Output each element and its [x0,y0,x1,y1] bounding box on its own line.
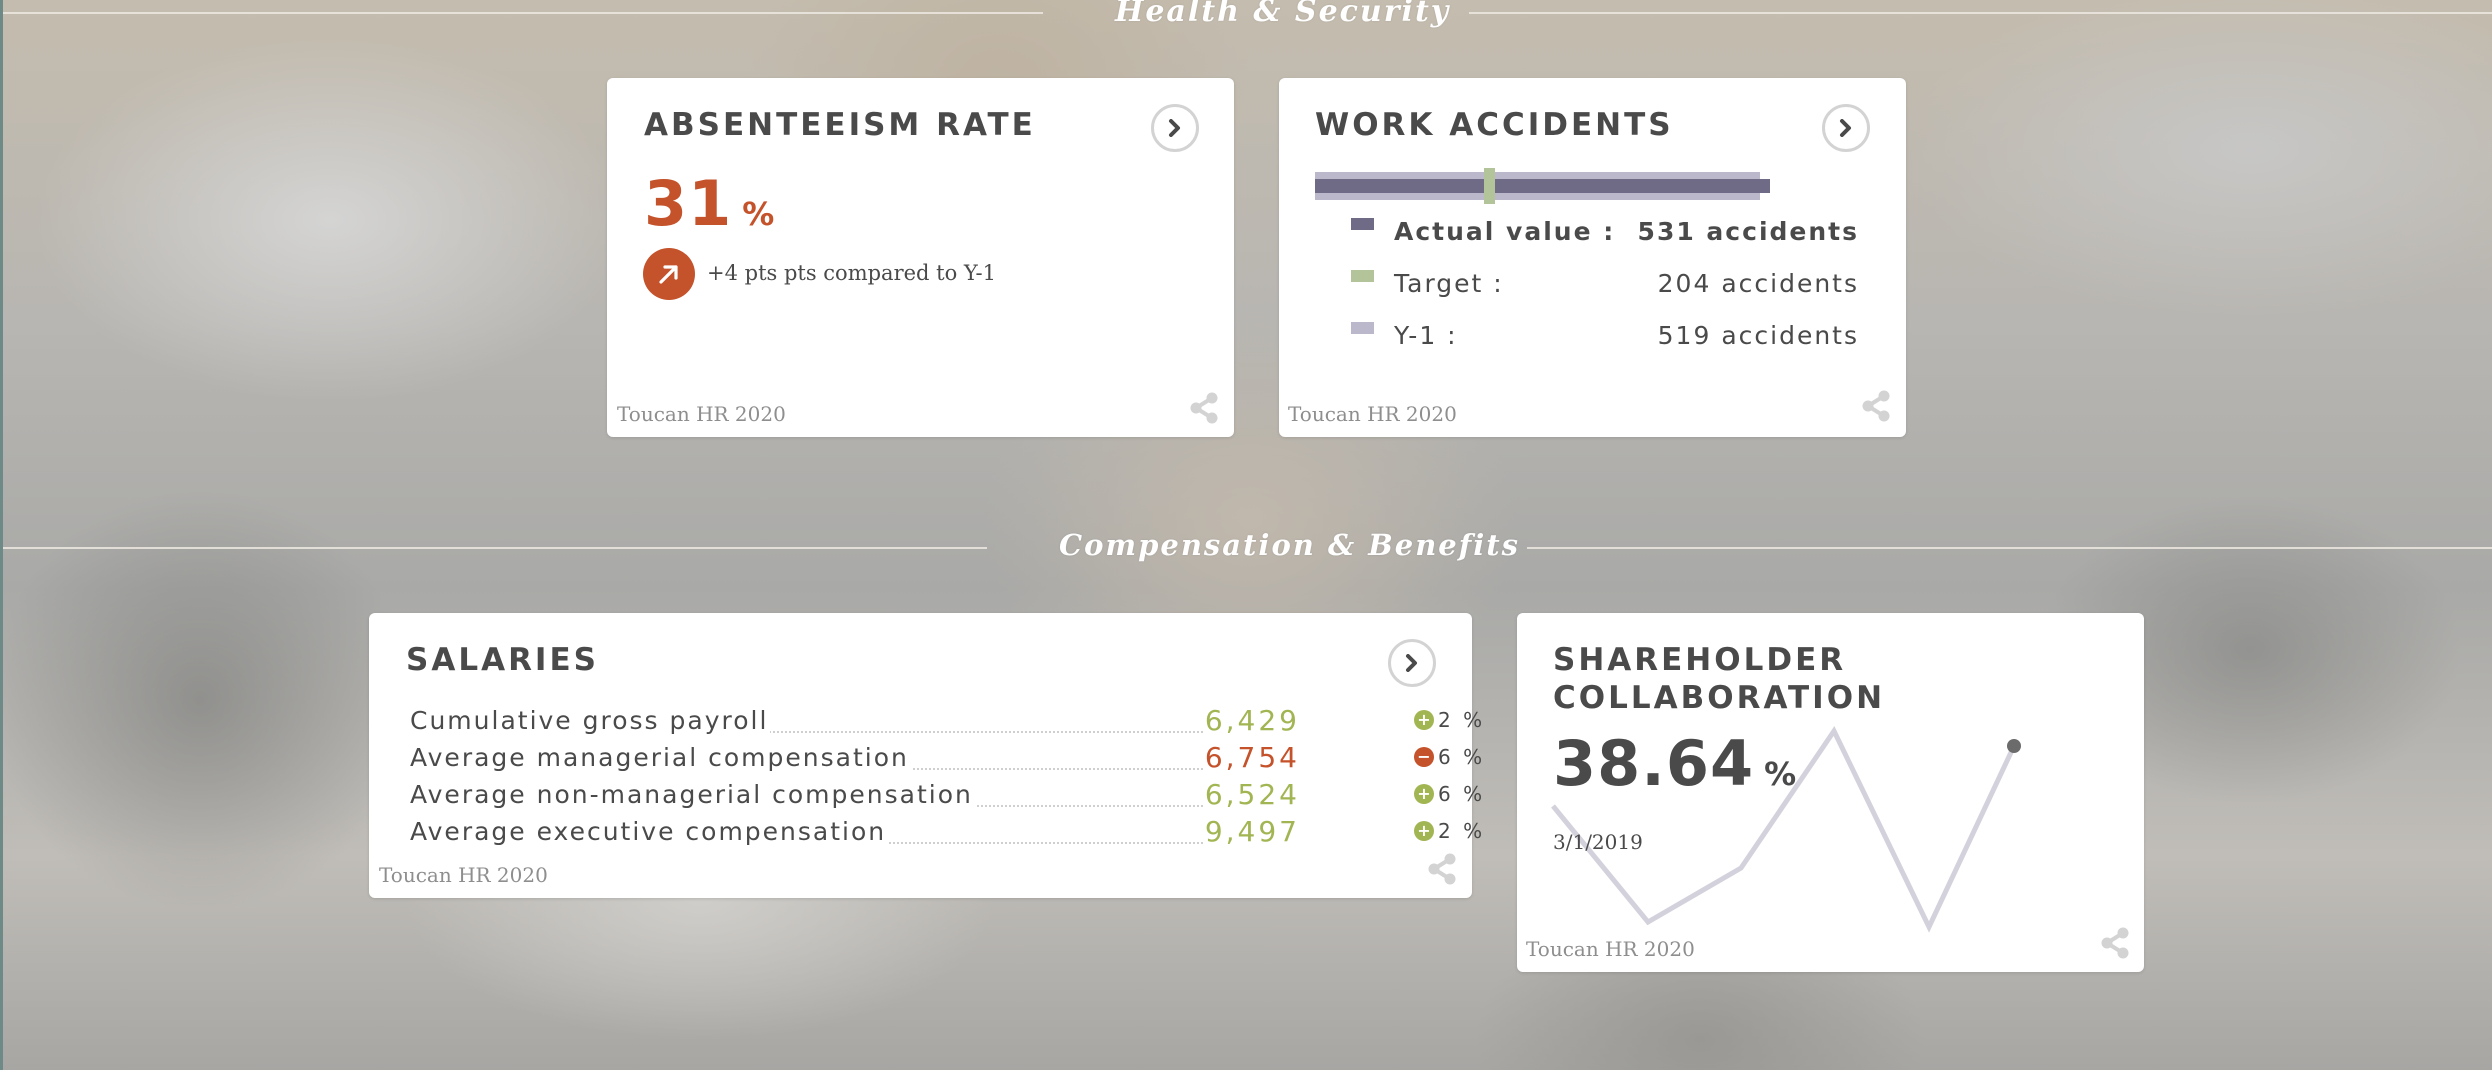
chevron-right-icon [1406,654,1417,672]
legend-swatch-target [1351,270,1374,282]
highlighted-date: 3/1/2019 [1553,830,1643,854]
card-title: SHAREHOLDER COLLABORATION [1553,641,1885,717]
kpi-value: 31% [644,173,775,235]
work-accidents-card: WORK ACCIDENTS Actual value : 531 accide… [1279,78,1906,437]
open-details-button[interactable] [1388,639,1436,687]
open-details-button[interactable] [1151,104,1199,152]
card-title: SALARIES [406,642,599,678]
section-divider-right [1469,12,2492,14]
trend-comparison-text: +4 pts pts compared to Y-1 [707,261,996,285]
kpi-value: 38.64% [1553,733,1797,795]
trend-up-badge [643,248,695,300]
salary-row: Average managerial compensation 6,754 − … [410,741,1482,779]
salary-label: Average non-managerial compensation [410,780,975,809]
section-divider-left [3,12,1043,14]
salary-value: 6,429 [1202,704,1300,737]
bar-actual [1315,179,1770,193]
shareholder-collaboration-card: SHAREHOLDER COLLABORATION 38.64% 3/1/201… [1517,613,2144,972]
legend-value-previous-year: 519 accidents [1657,321,1859,350]
section-divider-left [3,547,987,549]
plus-circle-icon: + [1414,710,1434,730]
salary-change: 2 % [1438,819,1486,843]
share-icon[interactable] [1427,853,1457,885]
salary-label: Cumulative gross payroll [410,706,771,735]
kpi-unit: % [742,195,776,233]
legend-value-target: 204 accidents [1657,269,1859,298]
card-title: ABSENTEEISM RATE [644,107,1036,143]
data-source-label: Toucan HR 2020 [379,863,548,887]
salary-label: Average executive compensation [410,817,889,846]
plus-circle-icon: + [1414,784,1434,804]
salary-change: 6 % [1438,782,1486,806]
kpi-number: 38.64 [1553,727,1755,800]
share-icon[interactable] [2100,927,2130,959]
chevron-right-icon [1840,119,1851,137]
kpi-unit: % [1764,755,1798,793]
share-icon[interactable] [1189,392,1219,424]
salary-label: Average managerial compensation [410,743,911,772]
section-title-health-security: Health & Security [1115,0,1451,29]
salary-change: 2 % [1438,708,1486,732]
card-title-line1: SHAREHOLDER [1553,642,1847,678]
salary-value: 6,754 [1202,741,1300,774]
sparkline-chart [1551,726,2021,933]
salary-row: Average non-managerial compensation 6,52… [410,778,1482,816]
data-source-label: Toucan HR 2020 [617,402,786,426]
legend-label-previous-year: Y-1 : [1394,321,1458,350]
salary-value: 9,497 [1202,815,1300,848]
legend-swatch-actual [1351,218,1374,230]
chevron-right-icon [1169,119,1180,137]
salary-row: Cumulative gross payroll 6,429 + 2 % [410,704,1482,742]
left-edge-stripe [0,0,3,1070]
sparkline-last-point [2007,739,2021,753]
salaries-card: SALARIES Cumulative gross payroll 6,429 … [369,613,1482,898]
legend-value-actual: 531 accidents [1637,217,1859,246]
share-icon[interactable] [1861,390,1891,422]
section-divider-right [1527,547,2492,549]
open-details-button[interactable] [1822,104,1870,152]
legend-label-actual: Actual value : [1394,217,1616,246]
salary-row: Average executive compensation 9,497 + 2… [410,815,1482,853]
absenteeism-rate-card: ABSENTEEISM RATE 31% +4 pts pts compared… [607,78,1234,437]
card-title-line2: COLLABORATION [1553,680,1886,716]
data-source-label: Toucan HR 2020 [1526,937,1695,961]
salary-change: 6 % [1438,745,1486,769]
plus-circle-icon: + [1414,821,1434,841]
arrow-up-right-icon [659,265,678,284]
legend-swatch-previous-year [1351,322,1374,334]
kpi-number: 31 [644,167,733,240]
data-source-label: Toucan HR 2020 [1288,402,1457,426]
bar-target-marker [1484,168,1495,204]
section-title-compensation-benefits: Compensation & Benefits [1059,528,1520,562]
dotted-leader [410,731,1290,733]
legend-label-target: Target : [1394,269,1504,298]
card-title: WORK ACCIDENTS [1315,107,1674,143]
minus-circle-icon: − [1414,747,1434,767]
salary-value: 6,524 [1202,778,1300,811]
